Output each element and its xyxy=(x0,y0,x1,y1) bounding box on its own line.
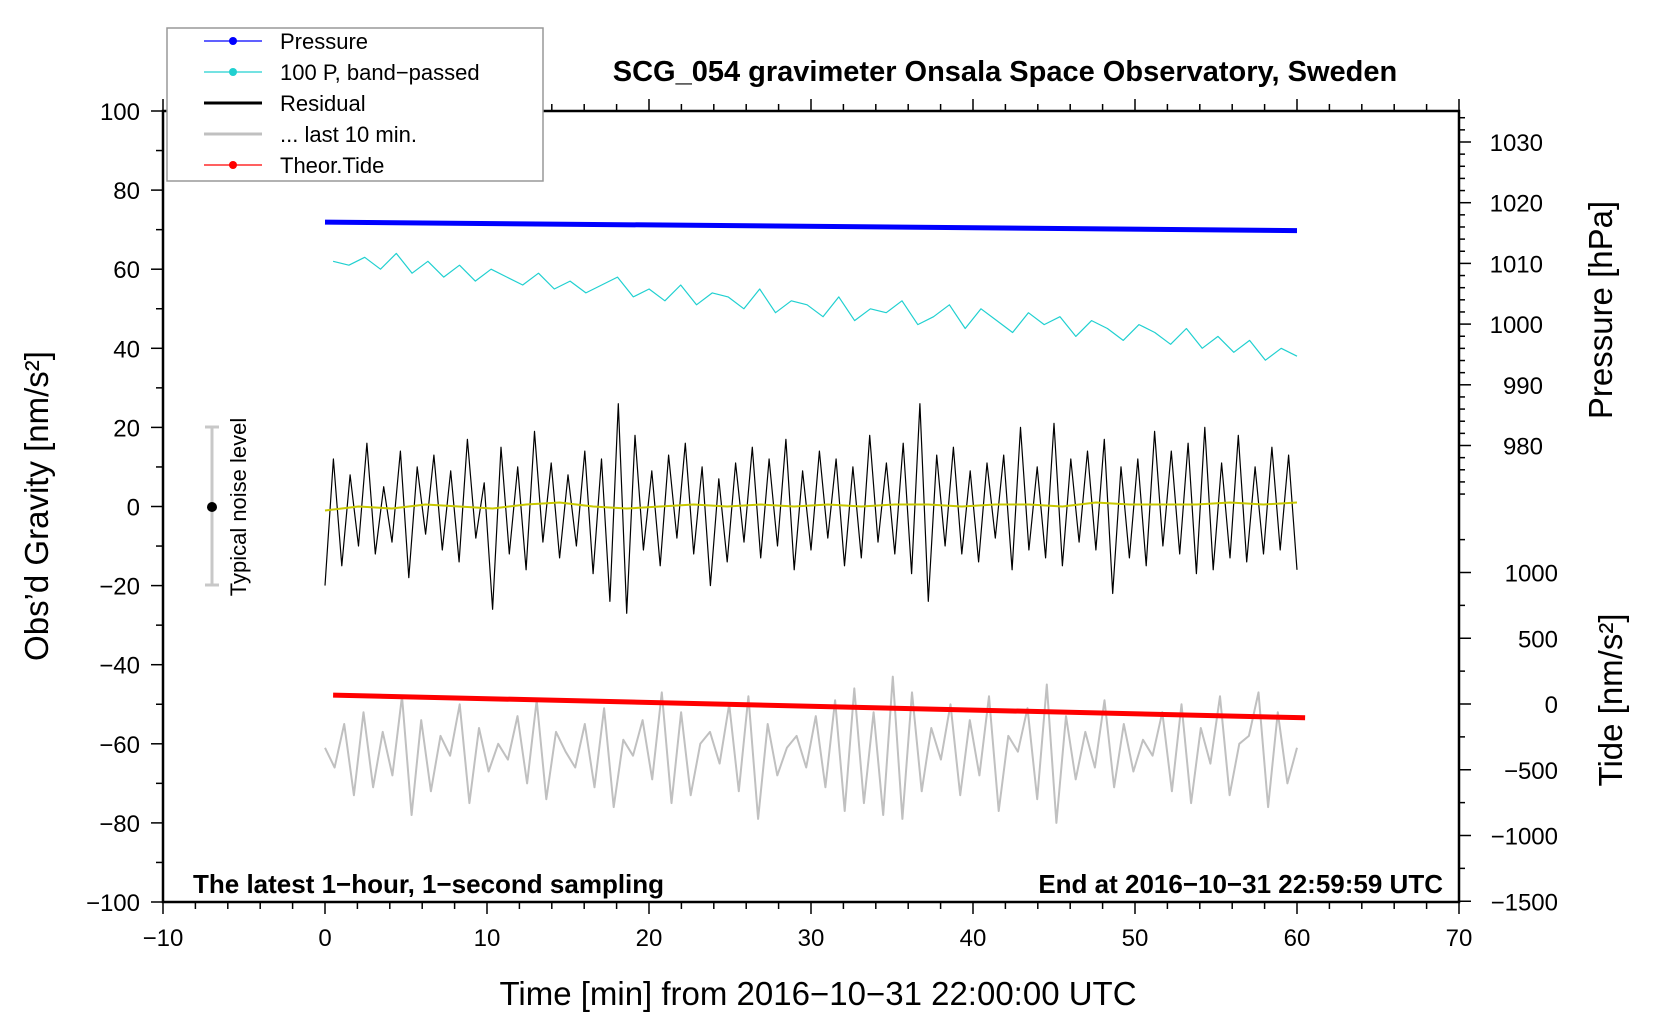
y-tick-label: 60 xyxy=(113,257,140,284)
tide-tick-label: 500 xyxy=(1518,626,1558,653)
series-theor-tide xyxy=(333,692,1306,721)
noise-bar-label: Typical noise level xyxy=(226,418,251,597)
x-tick-label: 50 xyxy=(1122,925,1149,952)
legend-entry: Residual xyxy=(204,91,366,116)
x-tick-label: 10 xyxy=(474,925,501,952)
legend-entry: 100 P, band−passed xyxy=(204,60,480,85)
pressure-axis-label: Pressure [hPa] xyxy=(1582,201,1619,419)
axes: −10 0 10 20 30 40 50 60 70−100−80−60−40−20020406… xyxy=(86,99,1558,952)
annotation-latest-hour: The latest 1−hour, 1−second sampling xyxy=(193,869,664,899)
noise-level-bar: Typical noise level xyxy=(205,418,251,597)
legend-entry: ... last 10 min. xyxy=(204,122,417,147)
tide-axis-label: Tide [nm/s²] xyxy=(1592,614,1629,787)
x-tick-label: 20 xyxy=(636,925,663,952)
legend-label: ... last 10 min. xyxy=(280,122,417,147)
tide-tick-label: −500 xyxy=(1504,758,1558,785)
y-tick-label: 0 xyxy=(127,495,140,522)
pressure-tick-label: 1020 xyxy=(1490,191,1543,218)
pressure-tick-label: 1030 xyxy=(1490,130,1543,157)
tide-tick-label: −1500 xyxy=(1491,889,1558,916)
pressure-tick-label: 1000 xyxy=(1490,312,1543,339)
series-residual xyxy=(324,403,1298,614)
legend-label: 100 P, band−passed xyxy=(280,60,480,85)
legend-entry: Pressure xyxy=(204,29,368,54)
pressure-tick-label: 990 xyxy=(1503,373,1543,400)
x-axis-label: Time [min] from 2016−10−31 22:00:00 UTC xyxy=(499,975,1136,1012)
y-tick-label: −100 xyxy=(86,890,140,917)
pressure-tick-label: 1010 xyxy=(1490,251,1543,278)
noise-bar-center-dot xyxy=(207,502,217,512)
y-tick-label: 40 xyxy=(113,336,140,363)
tide-tick-label: −1000 xyxy=(1491,824,1558,851)
legend-label: Pressure xyxy=(280,29,368,54)
y-tick-label: −20 xyxy=(99,574,140,601)
x-tick-label: 0 xyxy=(318,925,331,952)
tide-tick-label: 1000 xyxy=(1505,561,1558,588)
x-tick-label: 60 xyxy=(1284,925,1311,952)
x-tick-label: −10 xyxy=(143,925,184,952)
y-tick-label: 20 xyxy=(113,415,140,442)
pressure-tick-label: 980 xyxy=(1503,434,1543,461)
series-100-p-band-passed xyxy=(332,252,1298,361)
series-last-10-min xyxy=(324,675,1298,824)
annotation-end-time: End at 2016−10−31 22:59:59 UTC xyxy=(1038,869,1443,899)
tide-tick-label: 0 xyxy=(1545,692,1558,719)
series-residual-smoothed xyxy=(324,501,1298,512)
x-tick-label: 70 xyxy=(1446,925,1473,952)
y-tick-label: −80 xyxy=(99,811,140,838)
y-axis-label: Obs’d Gravity [nm/s²] xyxy=(18,351,55,661)
y-tick-label: 100 xyxy=(100,99,140,126)
x-tick-label: 30 xyxy=(798,925,825,952)
legend-entry: Theor.Tide xyxy=(204,153,384,178)
legend-marker xyxy=(229,68,237,76)
y-tick-label: −60 xyxy=(99,732,140,759)
legend-marker xyxy=(229,161,237,169)
y-tick-label: 80 xyxy=(113,178,140,205)
x-tick-label: 40 xyxy=(960,925,987,952)
y-tick-label: −40 xyxy=(99,653,140,680)
chart-title: SCG_054 gravimeter Onsala Space Observat… xyxy=(613,56,1397,88)
plot-marks xyxy=(324,219,1306,824)
series-pressure xyxy=(324,219,1298,234)
legend-label: Residual xyxy=(280,91,366,116)
legend: Pressure 100 P, band−passed Residual ... la… xyxy=(166,27,544,182)
legend-label: Theor.Tide xyxy=(280,153,384,178)
legend-marker xyxy=(229,37,237,45)
